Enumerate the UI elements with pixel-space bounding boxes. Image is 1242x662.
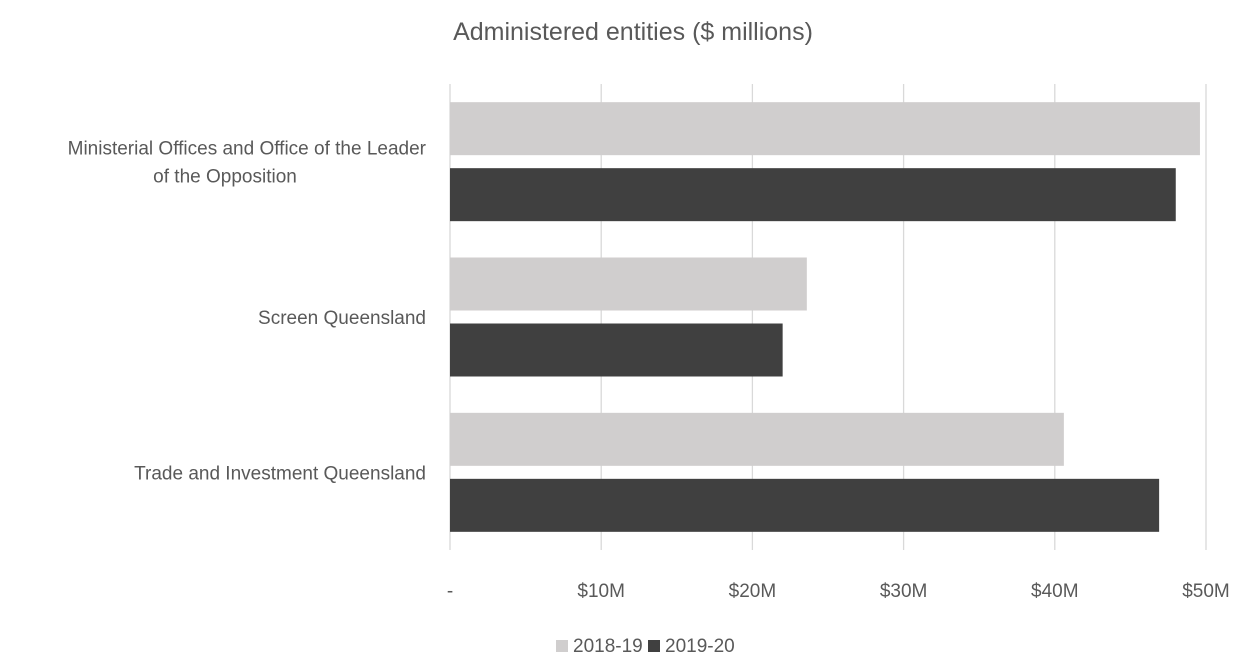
x-tick-label: $50M xyxy=(1182,581,1230,602)
x-tick-label: $30M xyxy=(880,581,928,602)
chart-title: Administered entities ($ millions) xyxy=(453,18,813,46)
category-labels: Ministerial Offices and Office of the Le… xyxy=(68,139,427,485)
x-tick-label: $20M xyxy=(729,581,777,602)
category-label: Ministerial Offices and Office of the Le… xyxy=(68,139,427,160)
bar-2018-19-1 xyxy=(450,102,1200,156)
legend-label-2018-19: 2018-19 xyxy=(573,636,643,657)
x-axis-tick-labels: - $10M $20M $30M $40M $50M xyxy=(447,581,1230,602)
legend-swatch-2019-20 xyxy=(648,640,660,652)
bars xyxy=(450,102,1200,532)
legend-swatch-2018-19 xyxy=(556,640,568,652)
bar-2019-20-1 xyxy=(450,168,1176,222)
x-tick-label: $10M xyxy=(577,581,625,602)
category-label: of the Opposition xyxy=(153,167,297,188)
category-label: Screen Queensland xyxy=(258,308,426,329)
category-label: Trade and Investment Queensland xyxy=(134,463,426,484)
bar-2018-19-3 xyxy=(450,412,1064,466)
bar-2019-20-3 xyxy=(450,478,1160,532)
x-tick-label: $40M xyxy=(1031,581,1079,602)
gridlines xyxy=(449,84,1207,550)
legend-label-2019-20: 2019-20 xyxy=(665,636,735,657)
bar-2019-20-2 xyxy=(450,323,783,377)
x-tick-label: - xyxy=(447,581,453,602)
legend: 2018-19 2019-20 xyxy=(556,636,735,657)
bar-2018-19-2 xyxy=(450,257,807,311)
